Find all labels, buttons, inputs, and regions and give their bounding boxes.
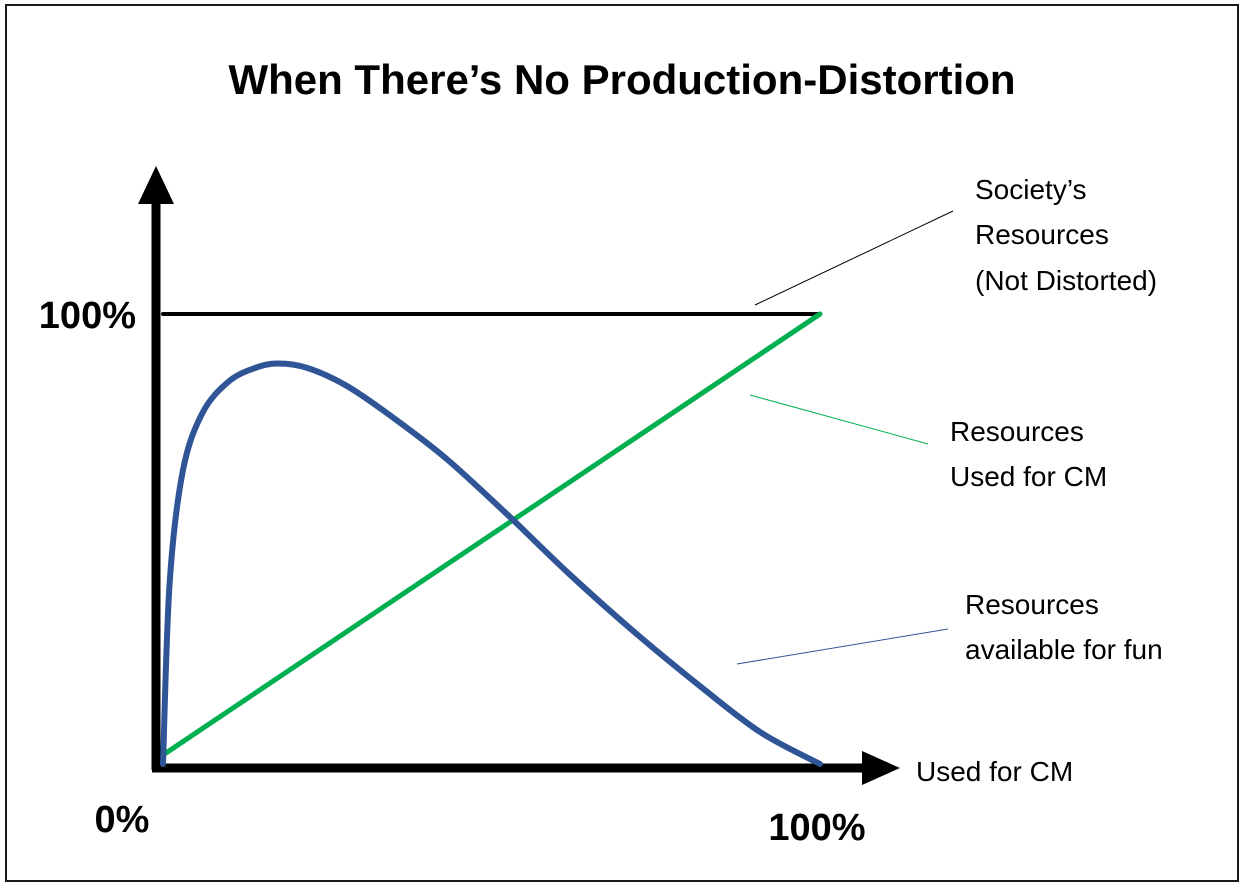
label-resources-fun-line-2: available for fun: [965, 634, 1163, 665]
leader-resources-fun: [736, 628, 949, 665]
x-tick-label-100: 100%: [768, 807, 865, 849]
y-axis-arrow-icon: [138, 166, 174, 204]
label-resources-cm: Resources Used for CM: [950, 416, 1107, 492]
label-resources-fun-line-1: Resources: [965, 589, 1099, 620]
x-tick-label-0: 0%: [95, 799, 150, 841]
label-society-resources: Society’s Resources (Not Distorted): [975, 174, 1157, 296]
label-resources-cm-line-1: Resources: [950, 416, 1084, 447]
label-society-resources-line-1: Society’s: [975, 174, 1087, 205]
x-axis-arrow-icon: [862, 751, 900, 785]
label-society-resources-line-3: (Not Distorted): [975, 265, 1157, 296]
chart-title: When There’s No Production-Distortion: [228, 56, 1015, 103]
leader-resources-cm: [749, 394, 929, 445]
label-society-resources-line-2: Resources: [975, 219, 1109, 250]
label-resources-fun: Resources available for fun: [965, 589, 1163, 665]
label-resources-cm-line-2: Used for CM: [950, 461, 1107, 492]
y-tick-label-100: 100%: [39, 295, 136, 337]
series-layer: [160, 311, 823, 767]
chart-frame: [5, 4, 1239, 882]
x-axis-label: Used for CM: [916, 756, 1073, 787]
series-line-resources-cm: [160, 311, 823, 758]
leader-society-resources: [754, 210, 954, 306]
series-line-resources-fun: [160, 360, 823, 767]
